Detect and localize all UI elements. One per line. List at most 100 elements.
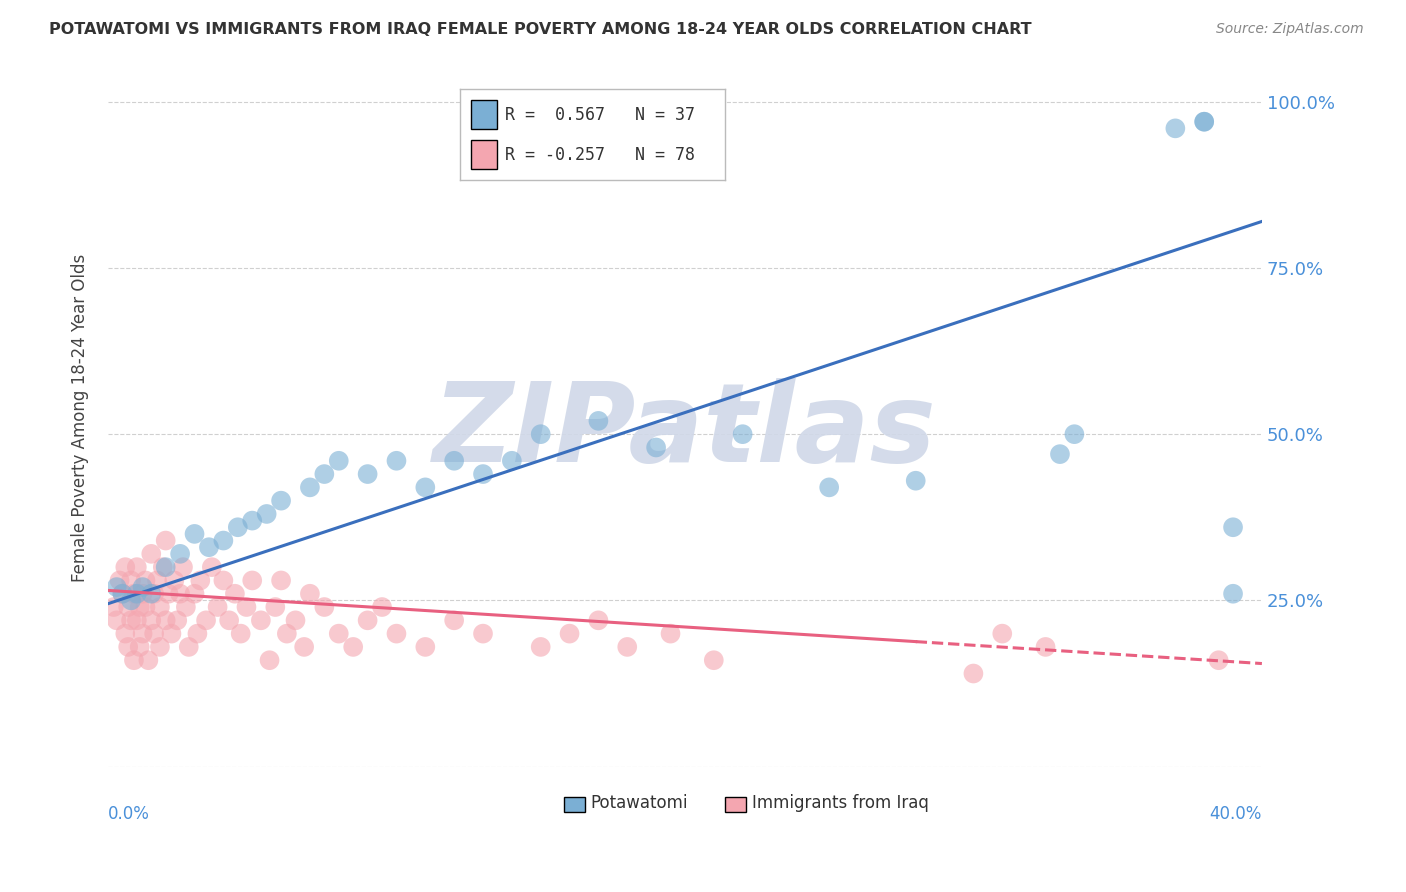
Point [120,574,142,588]
Point [174,600,197,615]
Point [163,574,186,588]
Point [501,454,523,468]
Point [143,626,166,640]
Point [270,493,292,508]
Point [284,613,307,627]
Point [962,666,984,681]
Point [645,441,668,455]
Point [1192,114,1215,128]
Point [314,467,336,481]
Point [141,547,163,561]
Point [292,640,315,654]
Point [226,520,249,534]
Point [155,560,177,574]
Point [1222,520,1244,534]
Point [212,574,235,588]
Point [155,533,177,548]
Point [659,626,682,640]
Point [117,640,139,654]
Point [186,626,208,640]
Point [131,626,153,640]
Point [108,574,131,588]
Point [177,640,200,654]
FancyBboxPatch shape [725,797,747,812]
Point [195,613,218,627]
Point [413,640,436,654]
Text: 0.0%: 0.0% [108,805,150,823]
Text: 40.0%: 40.0% [1209,805,1263,823]
Point [270,574,292,588]
Point [141,587,163,601]
Point [138,653,160,667]
Point [125,587,148,601]
Point [155,613,177,627]
Point [1222,587,1244,601]
Point [111,587,134,601]
Point [235,600,257,615]
Point [141,613,163,627]
Point [131,587,153,601]
Point [122,587,145,601]
Text: ZIPatlas: ZIPatlas [433,378,936,485]
Point [1049,447,1071,461]
Y-axis label: Female Poverty Among 18-24 Year Olds: Female Poverty Among 18-24 Year Olds [72,253,89,582]
Point [128,600,150,615]
Point [111,587,134,601]
Point [207,600,229,615]
Point [588,613,610,627]
Point [188,574,211,588]
Point [991,626,1014,640]
Point [143,587,166,601]
Point [120,613,142,627]
Point [240,574,263,588]
Point [128,640,150,654]
Point [1063,427,1085,442]
Point [413,480,436,494]
Point [105,580,128,594]
Point [703,653,725,667]
FancyBboxPatch shape [564,797,585,812]
Point [443,613,465,627]
Point [443,454,465,468]
Point [1164,121,1187,136]
Point [371,600,394,615]
Point [356,613,378,627]
Point [472,626,495,640]
Point [152,560,174,574]
Point [134,574,156,588]
Point [530,640,553,654]
Point [356,467,378,481]
Point [224,587,246,601]
Point [212,533,235,548]
Point [530,427,553,442]
Point [256,507,278,521]
Point [166,613,188,627]
Point [818,480,841,494]
Point [125,613,148,627]
Point [120,593,142,607]
Point [169,547,191,561]
Point [298,587,321,601]
Point [105,613,128,627]
Point [125,560,148,574]
Point [342,640,364,654]
Point [183,527,205,541]
Text: Potawatomi: Potawatomi [591,794,688,812]
Point [131,580,153,594]
Point [558,626,581,640]
Text: Immigrants from Iraq: Immigrants from Iraq [752,794,929,812]
Point [264,600,287,615]
Point [1035,640,1057,654]
Point [134,600,156,615]
Point [149,640,172,654]
Point [1192,114,1215,128]
Point [385,454,408,468]
Point [588,414,610,428]
Point [328,626,350,640]
Point [250,613,273,627]
Point [183,587,205,601]
Text: POTAWATOMI VS IMMIGRANTS FROM IRAQ FEMALE POVERTY AMONG 18-24 YEAR OLDS CORRELAT: POTAWATOMI VS IMMIGRANTS FROM IRAQ FEMAL… [49,22,1032,37]
Point [218,613,240,627]
Point [157,587,180,601]
Point [276,626,298,640]
